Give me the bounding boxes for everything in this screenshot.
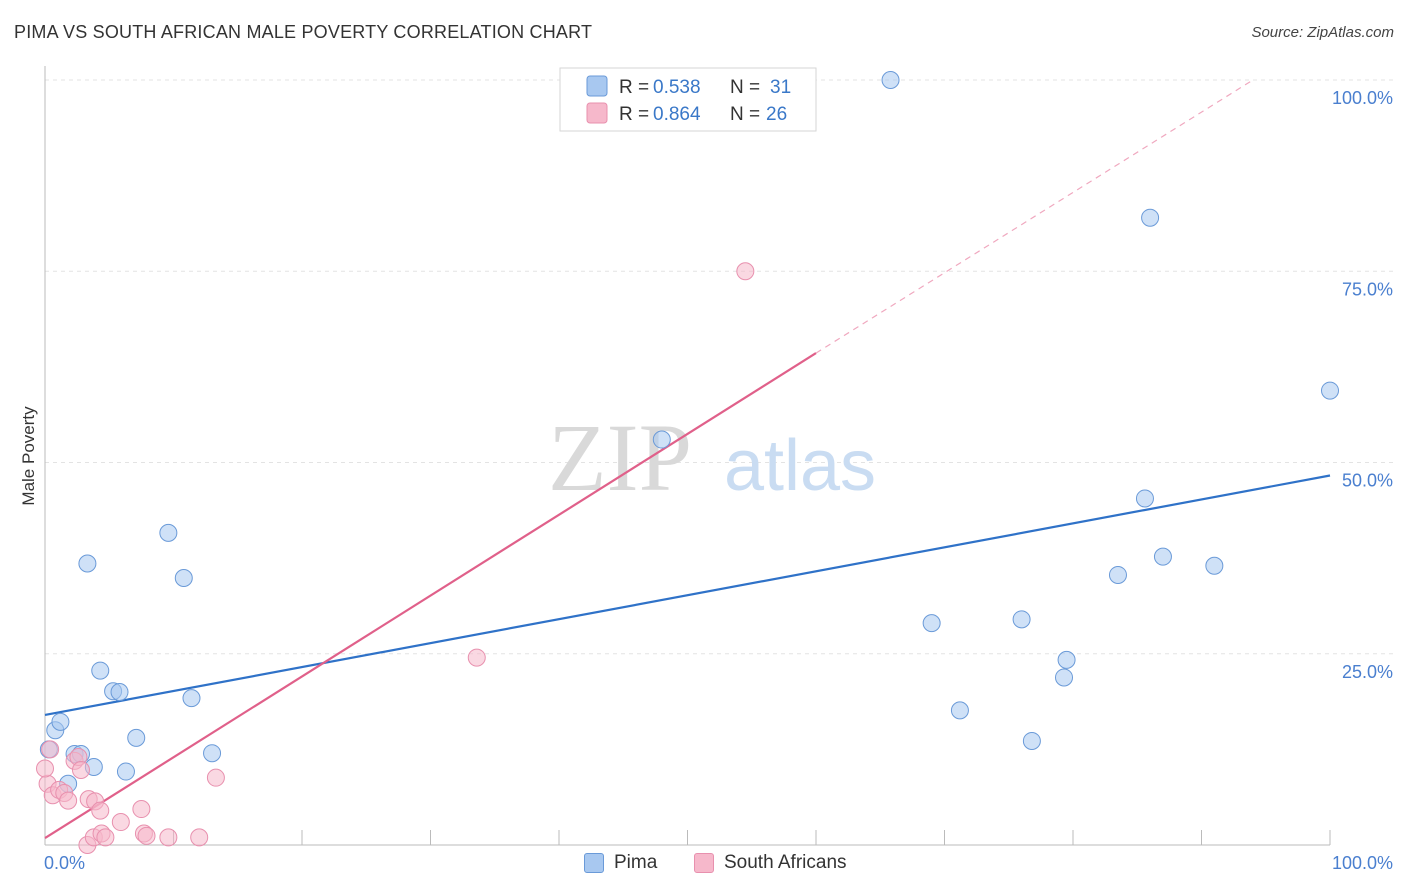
- point-pima-13: [159, 523, 178, 542]
- point-pima-10: [110, 683, 129, 701]
- point-pima-8: [91, 661, 110, 680]
- point-pima-27: [1141, 208, 1160, 227]
- point-south-africans-24: [736, 262, 755, 281]
- trend-lines: [44, 79, 1331, 840]
- watermark-atlas: atlas: [724, 426, 876, 506]
- y-tick-label-100: 100.0%: [1332, 88, 1393, 108]
- data-points: [36, 71, 1339, 854]
- legend-label-south-africans: South Africans: [724, 852, 847, 873]
- point-south-africans-25: [36, 759, 54, 778]
- x-tick-label-min: 0.0%: [44, 853, 85, 873]
- legend-swatch-icon-pima: [584, 853, 604, 873]
- chart-title: PIMA VS SOUTH AFRICAN MALE POVERTY CORRE…: [14, 22, 593, 42]
- legend-item-pima: Pima: [584, 852, 657, 874]
- point-pima-24: [1057, 650, 1076, 669]
- point-pima-28: [1153, 547, 1172, 566]
- point-south-africans-16: [111, 813, 130, 832]
- trend-line-south-africans: [44, 352, 817, 840]
- point-pima-20: [950, 701, 969, 720]
- y-tick-label-25: 25.0%: [1342, 662, 1393, 682]
- legend-r-label-south-africans: R =: [619, 104, 649, 125]
- point-south-africans-5: [59, 791, 78, 810]
- point-pima-17: [652, 430, 671, 449]
- point-pima-23: [1055, 668, 1074, 687]
- legend-n-label-south-africans: N =: [730, 104, 760, 125]
- grid-lines: [45, 79, 1393, 655]
- y-tick-label-50: 50.0%: [1342, 471, 1393, 491]
- y-tick-labels: 25.0% 50.0% 75.0% 100.0%: [1332, 88, 1393, 682]
- point-south-africans-23: [467, 648, 486, 667]
- point-south-africans-20: [159, 828, 178, 847]
- point-pima-15: [182, 689, 201, 708]
- legend-swatch-icon-south-africans: [694, 853, 714, 873]
- point-south-africans-17: [132, 800, 151, 819]
- point-pima-2: [51, 712, 70, 731]
- point-pima-25: [1108, 565, 1127, 584]
- legend-n-value-pima: 31: [770, 77, 791, 98]
- legend-r-value-pima: 0.538: [653, 77, 701, 98]
- point-pima-29: [1205, 556, 1224, 575]
- y-axis-label: Male Poverty: [19, 406, 38, 506]
- legend-n-label-pima: N =: [730, 77, 760, 98]
- point-south-africans-15: [96, 828, 115, 847]
- point-pima-21: [1012, 610, 1031, 629]
- point-pima-12: [127, 728, 146, 747]
- point-pima-30: [1321, 381, 1339, 400]
- x-tick-label-max: 100.0%: [1332, 853, 1393, 873]
- legend-item-south-africans: South Africans: [694, 852, 847, 874]
- point-pima-6: [78, 554, 97, 573]
- chart-source: Source: ZipAtlas.com: [1251, 24, 1394, 41]
- legend-swatch-pima: [586, 75, 608, 97]
- legend-swatch-south-africans: [586, 102, 608, 124]
- legend-label-pima: Pima: [614, 852, 658, 873]
- point-pima-14: [174, 569, 193, 588]
- point-pima-11: [116, 762, 135, 781]
- x-ticks: [173, 830, 1331, 845]
- stats-legend: R = 0.538 N = 31 R = 0.864 N = 26: [559, 67, 817, 132]
- point-south-africans-22: [206, 768, 225, 787]
- point-pima-22: [1022, 731, 1041, 750]
- watermark-zip: ZIP: [548, 404, 692, 511]
- point-pima-18: [881, 71, 900, 89]
- point-pima-16: [203, 744, 222, 763]
- point-south-africans-21: [190, 828, 209, 847]
- legend-n-value-south-africans: 26: [766, 104, 787, 125]
- point-pima-26: [1135, 489, 1154, 508]
- legend-r-value-south-africans: 0.864: [653, 104, 701, 125]
- trend-line-pima: [44, 474, 1331, 717]
- legend-r-label-pima: R =: [619, 77, 649, 98]
- point-pima-19: [922, 614, 941, 633]
- point-south-africans-19: [137, 826, 156, 845]
- point-south-africans-13: [91, 801, 110, 820]
- point-south-africans-1: [41, 740, 60, 759]
- trend-line-extension-south-africans: [815, 79, 1254, 354]
- y-tick-label-75: 75.0%: [1342, 279, 1393, 299]
- point-south-africans-8: [71, 761, 90, 780]
